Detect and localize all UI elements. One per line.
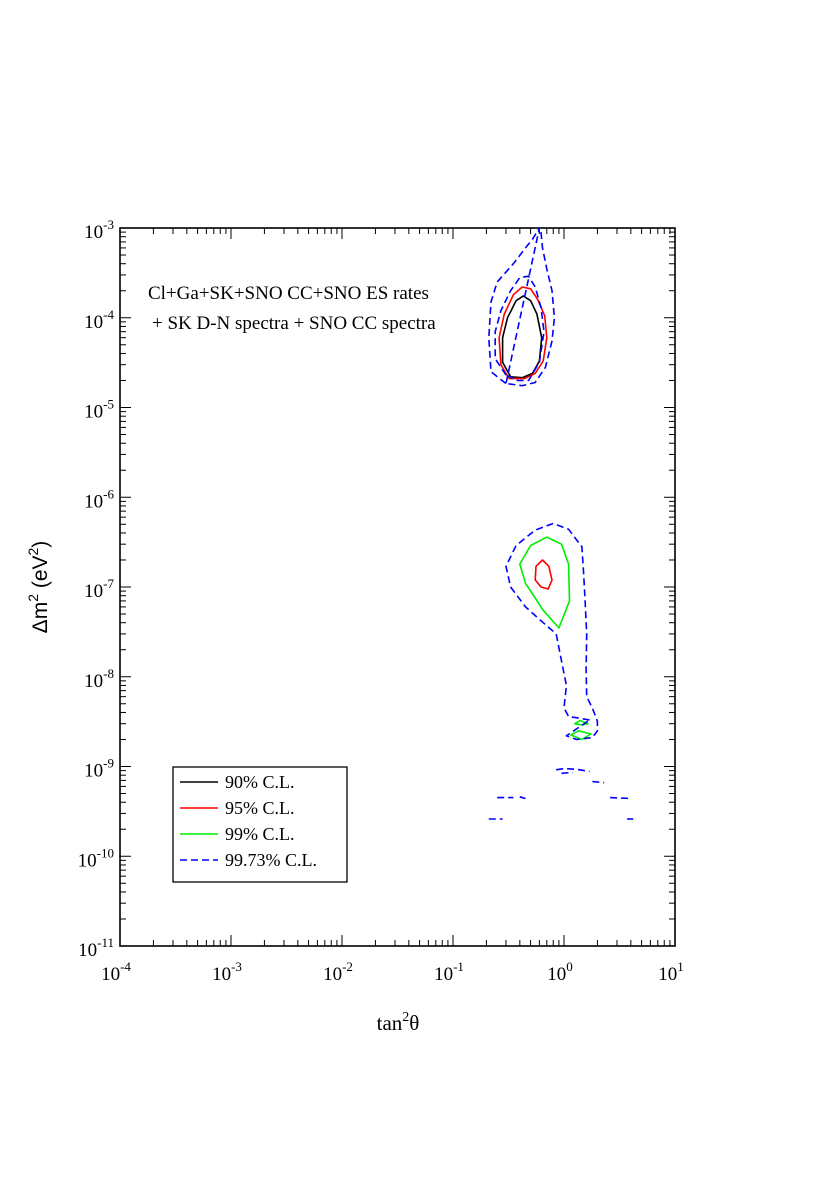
legend-label: 99.73% C.L.	[225, 850, 317, 870]
y-tick-label: 10-9	[84, 756, 114, 782]
contour-99-c-l-cl-1	[574, 719, 589, 726]
legend-label: 99% C.L.	[225, 824, 295, 844]
y-tick-label: 10-7	[84, 576, 114, 602]
y-tick-label: 10-4	[84, 307, 114, 333]
y-tick-label: 10-10	[78, 845, 114, 871]
contour-99-73-c-l-cl-8	[519, 796, 526, 800]
x-tick-label: 10-3	[212, 959, 242, 985]
contour-lines	[488, 227, 634, 820]
y-tick-label: 10-8	[84, 666, 114, 692]
y-tick-label: 10-6	[84, 486, 114, 512]
x-tick-label: 10-1	[434, 959, 464, 985]
x-tick-label: 10-2	[323, 959, 353, 985]
x-tick-label: 10-4	[101, 959, 131, 985]
legend: 90% C.L. 95% C.L. 99% C.L. 99.73% C.L.	[172, 766, 348, 883]
contour-99-c-l-cl-2	[569, 730, 592, 741]
contour-99-73-c-l-cl-4	[556, 767, 590, 773]
annotation-line-2: + SK D-N spectra + SNO CC spectra	[152, 313, 436, 334]
x-axis-title: tan2θ	[377, 1010, 420, 1035]
y-axis-title: Δm2 (eV2)	[25, 541, 52, 634]
axis-ticks	[119, 227, 676, 947]
y-tick-label: 10-5	[84, 397, 114, 423]
contour-99-73-c-l-cl-9	[610, 796, 631, 800]
contour-95-c-l-cl-0	[498, 286, 548, 380]
contour-99-73-c-l-cl-2	[494, 275, 545, 382]
legend-label: 90% C.L.	[225, 772, 295, 792]
x-tick-labels: 10-4 10-3 10-2 10-1 100 101	[101, 959, 684, 985]
contour-99-73-c-l-cl-1	[505, 232, 556, 387]
contour-90-c-l-cl-0	[501, 295, 543, 379]
contour-99-73-c-l-cl-6	[592, 780, 605, 784]
contour-95-c-l-cl-1	[534, 559, 553, 590]
contour-99-73-c-l-cl-5	[561, 771, 573, 775]
y-tick-labels: 10-11 10-10 10-9 10-8 10-7 10-6 10-5 10-4 10-3	[78, 217, 115, 961]
contour-99-73-c-l-cl-3	[505, 522, 599, 741]
contour-99-73-c-l-cl-0	[488, 227, 541, 385]
contour-99-c-l-cl-0	[519, 536, 571, 629]
y-tick-label: 10-11	[78, 935, 114, 961]
annotation-line-1: Cl+Ga+SK+SNO CC+SNO ES rates	[148, 283, 429, 304]
legend-label: 95% C.L.	[225, 798, 295, 818]
x-tick-label: 101	[658, 959, 684, 985]
y-tick-label: 10-3	[84, 217, 114, 243]
legend-box	[172, 766, 348, 883]
x-tick-label: 100	[547, 959, 573, 985]
